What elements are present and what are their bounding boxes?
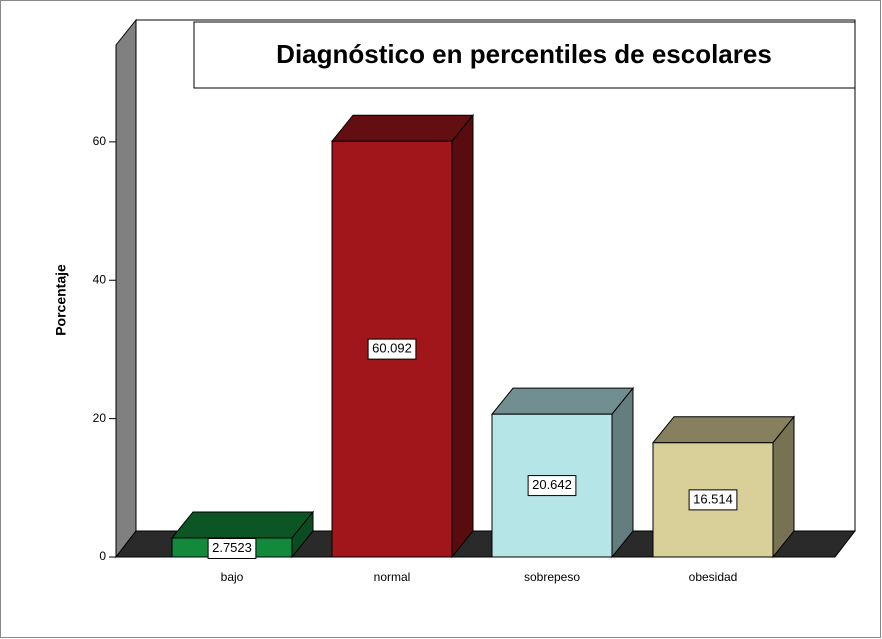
bar-side [451,113,474,559]
value-label-box [207,537,257,559]
value-label: 2.7523 [212,540,252,555]
chart-title: Diagnóstico en percentiles de escolares [276,39,772,69]
x-tick-label: normal [374,570,411,584]
bar-top [490,387,635,415]
y-tick-label: 0 [99,549,106,563]
value-label-box [527,475,577,497]
title-box [193,21,856,89]
y-tick-label: 40 [93,272,107,286]
x-tick-label: bajo [221,570,244,584]
x-tick-label: obesidad [689,570,738,584]
left-wall [115,18,137,559]
value-label-box [367,338,417,360]
bar-top [170,511,315,539]
value-label-box [688,489,738,511]
y-tick-label: 60 [93,134,107,148]
value-label: 60.092 [372,341,412,356]
x-tick-label: sobrepeso [524,570,580,584]
y-axis-label: Porcentaje [53,264,69,336]
bar-side [611,386,634,559]
bar-top [330,114,475,142]
value-label: 16.514 [693,491,733,506]
value-label: 20.642 [532,477,572,492]
bar-top [651,416,796,444]
y-tick-label: 20 [93,411,107,425]
